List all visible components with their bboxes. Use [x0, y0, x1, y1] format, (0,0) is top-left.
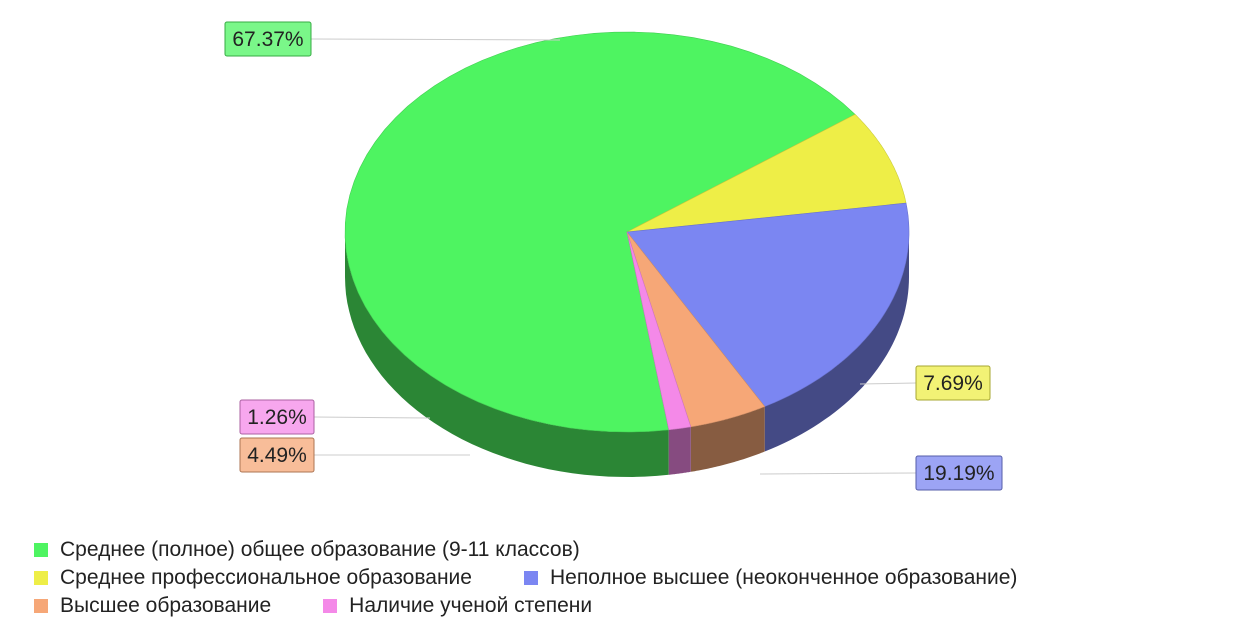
pie-slice-incomplete-higher: [626, 202, 910, 407]
data-label-secondary-professional: 7.69%: [859, 365, 991, 401]
legend-item-secondary-general: Среднее (полное) общее образование (9-11…: [34, 536, 580, 564]
legend-swatch-higher: [34, 599, 48, 613]
pie-side-higher: [690, 406, 765, 472]
data-label-box-higher: [239, 437, 315, 473]
pie-slice-secondary-general: [344, 31, 856, 433]
leader-line-secondary-general: [310, 38, 561, 41]
data-label-text-secondary-general: 67.37%: [232, 28, 303, 51]
legend-label-secondary-general: Среднее (полное) общее образование (9-11…: [60, 538, 580, 561]
data-label-box-secondary-general: [224, 21, 312, 57]
legend-row-3: Высшее образование Наличие ученой степен…: [34, 592, 1017, 620]
pie-3d-sides: [345, 232, 909, 477]
legend-item-secondary-professional: Среднее профессиональное образование: [34, 564, 472, 592]
data-label-box-academic-degree: [239, 399, 315, 435]
pie-slice-higher: [626, 231, 766, 428]
data-label-higher: 4.49%: [239, 437, 470, 473]
legend: Среднее (полное) общее образование (9-11…: [34, 536, 1017, 620]
legend-label-higher: Высшее образование: [60, 594, 272, 617]
data-label-incomplete-higher: 19.19%: [759, 455, 1003, 491]
legend-swatch-secondary-professional: [34, 571, 48, 585]
legend-row-1: Среднее (полное) общее образование (9-11…: [34, 536, 1017, 564]
data-label-text-incomplete-higher: 19.19%: [923, 462, 994, 485]
legend-item-incomplete-higher: Неполное высшее (неоконченное образовани…: [523, 564, 1018, 592]
pie-side-incomplete-higher: [764, 232, 909, 452]
data-labels: 67.37% 7.69% 19.19% 4.49% 1.26%: [224, 21, 1003, 491]
legend-label-secondary-professional: Среднее профессиональное образование: [60, 566, 472, 589]
leader-line-secondary-professional: [859, 382, 917, 385]
legend-swatch-academic-degree: [323, 599, 338, 613]
legend-label-incomplete-higher: Неполное высшее (неоконченное образовани…: [549, 566, 1018, 589]
legend-label-academic-degree: Наличие ученой степени: [349, 594, 593, 617]
data-label-text-secondary-professional: 7.69%: [923, 372, 983, 395]
legend-item-higher: Высшее образование: [34, 592, 271, 620]
data-label-secondary-general: 67.37%: [224, 21, 561, 57]
legend-swatch-secondary-general: [34, 543, 48, 557]
legend-item-academic-degree: Наличие ученой степени: [323, 592, 592, 620]
data-label-academic-degree: 1.26%: [239, 399, 431, 435]
legend-swatch-incomplete-higher: [523, 571, 538, 585]
pie-slice-academic-degree: [626, 231, 692, 431]
data-label-text-higher: 4.49%: [247, 444, 307, 467]
data-label-box-secondary-professional: [915, 365, 991, 401]
legend-row-2: Среднее профессиональное образование Неп…: [34, 564, 1017, 592]
data-label-text-academic-degree: 1.26%: [247, 406, 307, 429]
pie-slices: [344, 31, 910, 433]
leader-line-academic-degree: [313, 416, 431, 419]
pie-side-secondary-general: [345, 232, 669, 477]
data-label-box-incomplete-higher: [915, 455, 1003, 491]
pie-chart: 67.37% 7.69% 19.19% 4.49% 1.26%: [224, 21, 1003, 491]
pie-slice-secondary-professional: [626, 114, 907, 233]
pie-side-academic-degree: [668, 426, 691, 475]
leader-line-incomplete-higher: [759, 472, 917, 475]
